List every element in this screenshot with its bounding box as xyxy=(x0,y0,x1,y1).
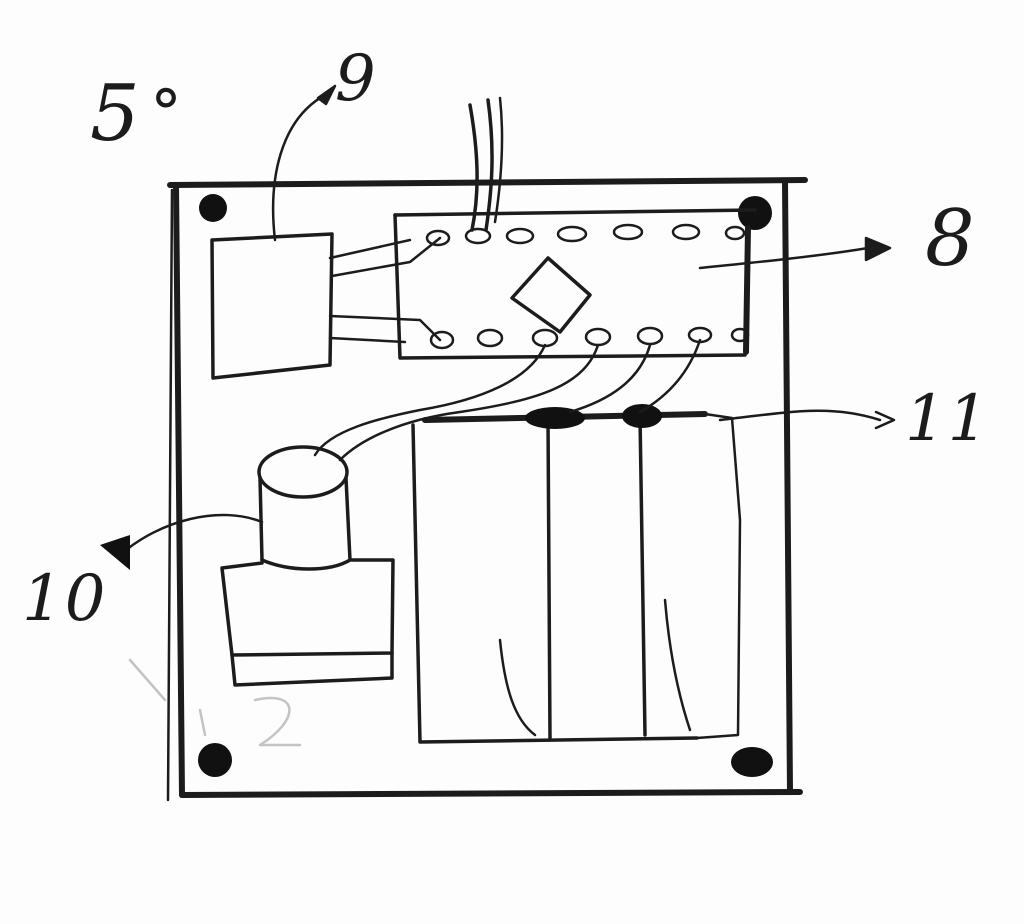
callout-9: 9 xyxy=(335,42,378,116)
motor-assembly xyxy=(220,445,395,687)
pin-row-top xyxy=(425,223,746,247)
callout-10: 10 xyxy=(22,562,107,636)
chip xyxy=(510,256,592,334)
controller-module xyxy=(210,232,442,380)
enclosure xyxy=(166,177,808,802)
leader-11 xyxy=(718,409,882,422)
figure-label: 5 xyxy=(90,69,142,159)
mounting-hole xyxy=(199,194,227,222)
mounting-hole xyxy=(198,743,232,777)
callout-8: 8 xyxy=(925,194,977,284)
leader-lines xyxy=(100,84,896,570)
mounting-hole xyxy=(738,196,772,230)
leader-10 xyxy=(118,513,264,557)
external-cable xyxy=(468,96,504,232)
circuit-board xyxy=(393,208,757,360)
mounting-hole xyxy=(731,747,773,777)
leader-8 xyxy=(698,246,870,270)
wires xyxy=(313,338,702,462)
figure-label-degree: ° xyxy=(150,77,184,151)
mounting-holes xyxy=(198,194,773,777)
battery-pack xyxy=(411,404,742,744)
callout-11: 11 xyxy=(905,382,990,456)
pin-row-bottom xyxy=(429,326,750,350)
faint-marks xyxy=(128,658,302,747)
leader-9 xyxy=(271,93,327,242)
